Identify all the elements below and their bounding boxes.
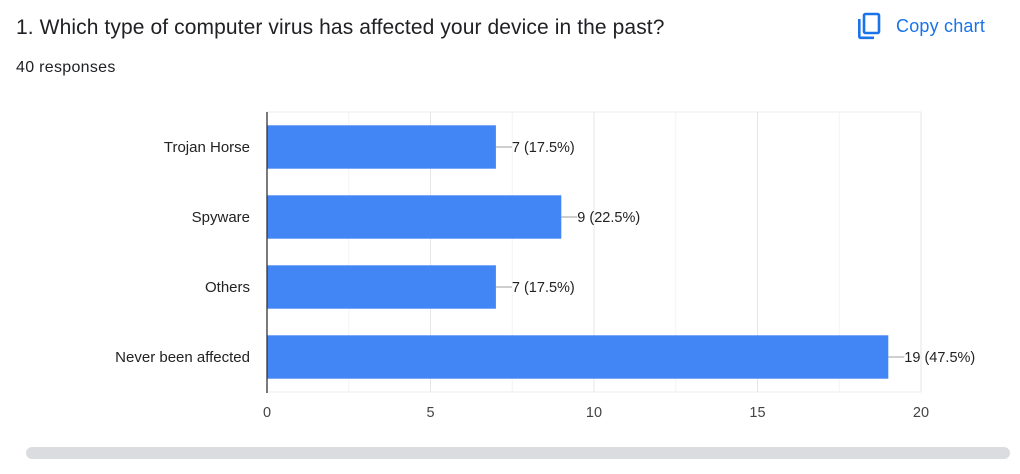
- horizontal-scrollbar[interactable]: [26, 447, 1010, 459]
- copy-chart-button[interactable]: Copy chart: [856, 12, 985, 40]
- value-label: 19 (47.5%): [904, 350, 975, 366]
- bar-others: [267, 265, 496, 309]
- x-tick-label: 0: [263, 405, 271, 421]
- x-tick-label: 10: [586, 405, 602, 421]
- x-tick-label: 20: [913, 405, 929, 421]
- value-label: 7 (17.5%): [512, 140, 575, 156]
- category-label: Spyware: [192, 209, 250, 226]
- copy-chart-label: Copy chart: [896, 15, 986, 36]
- value-label: 9 (22.5%): [577, 210, 640, 226]
- question-title: 1. Which type of computer virus has affe…: [16, 16, 665, 39]
- value-label: 7 (17.5%): [512, 280, 575, 296]
- category-label: Never been affected: [115, 349, 250, 366]
- response-count: 40 responses: [16, 59, 116, 76]
- bar-spyware: [267, 195, 562, 239]
- x-tick-label: 15: [749, 405, 765, 421]
- copy-icon: [856, 12, 882, 40]
- bar-never-been-affected: [267, 335, 889, 379]
- category-label: Trojan Horse: [164, 139, 250, 156]
- x-tick-label: 5: [426, 405, 434, 421]
- category-label: Others: [205, 279, 250, 296]
- bar-chart: Trojan Horse 7 (17.5%) Spyware 9 (22.5%) Oth…: [115, 111, 975, 421]
- bar-trojan-horse: [267, 125, 496, 169]
